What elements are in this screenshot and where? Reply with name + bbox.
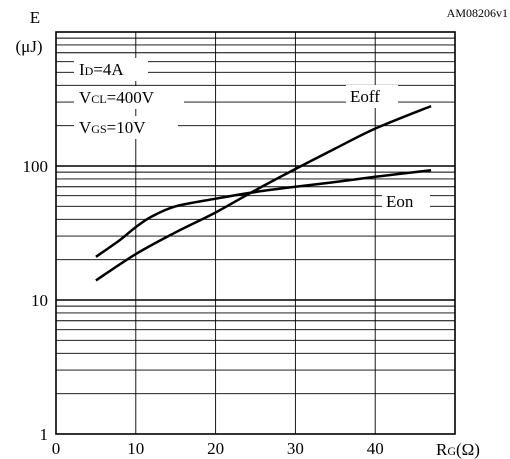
x-tick-label: 20: [207, 439, 224, 458]
series-label-bg: [346, 85, 398, 108]
y-axis-label-unit: (μJ): [15, 37, 42, 56]
x-axis-label-main: R: [436, 440, 448, 459]
conditions-legend: ID=4A VCL=400V VGS=10V: [74, 58, 184, 139]
series-label-eoff: Eoff: [350, 87, 380, 106]
x-axis-label: RG(Ω): [436, 440, 480, 459]
series-line-eon: [95, 168, 432, 258]
condition-0: ID=4A: [79, 60, 124, 79]
series-labels: Eoff Eon: [346, 85, 430, 213]
condition-2: VGS=10V: [79, 118, 146, 137]
tick-labels: 0 10 20 30 40 1 10 100: [23, 157, 384, 458]
condition-1: VCL=400V: [79, 88, 155, 107]
series-label-eon: Eon: [386, 192, 414, 211]
condition-bg: [74, 116, 178, 139]
x-tick-label: 40: [367, 439, 384, 458]
series-line-eoff: [95, 104, 432, 282]
condition-bg: [74, 86, 184, 109]
x-tick-label: 10: [127, 439, 144, 458]
x-axis-label-unit: (Ω): [456, 440, 480, 459]
plot-frame: [55, 31, 456, 435]
x-tick-label: 30: [287, 439, 304, 458]
y-tick-label: 1: [40, 425, 49, 444]
y-axis-label-symbol: E: [30, 8, 40, 27]
series-lines: [95, 104, 432, 282]
x-axis-label-sub: G: [447, 444, 456, 458]
y-tick-label: 100: [23, 157, 49, 176]
x-tick-label: 0: [52, 439, 61, 458]
condition-bg: [74, 58, 148, 81]
y-tick-label: 10: [31, 291, 48, 310]
figure-id: AM08206v1: [447, 6, 508, 20]
series-label-bg: [382, 190, 430, 213]
